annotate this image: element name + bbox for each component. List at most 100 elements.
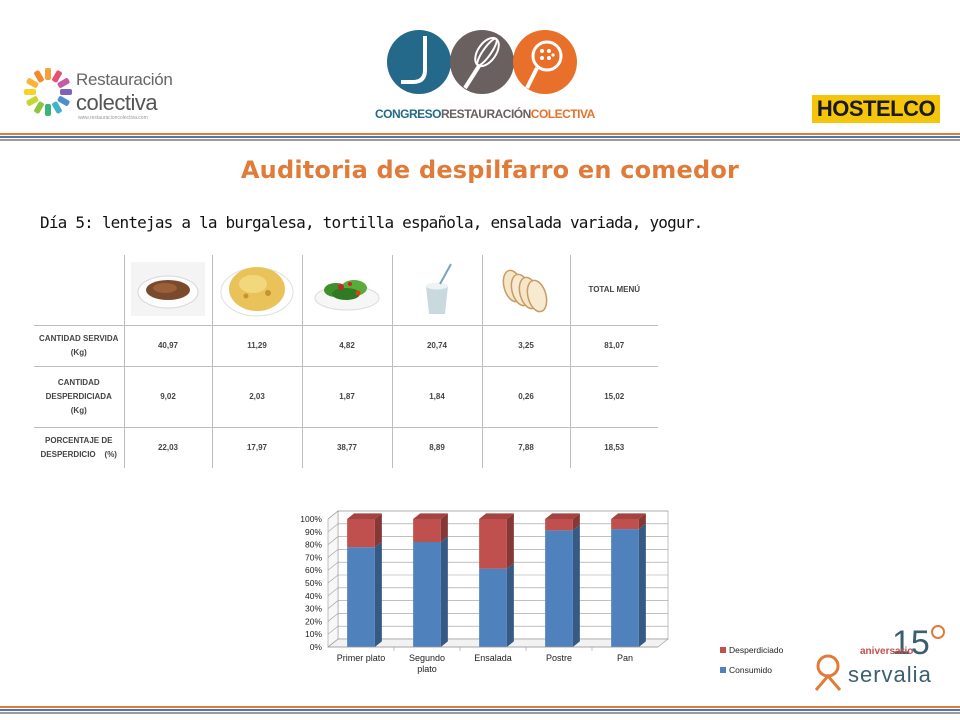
bar-segment-desperdiciado (413, 519, 441, 543)
x-tick-label: Primer plato (337, 653, 386, 663)
x-tick-label: Postre (546, 653, 572, 663)
bar-segment-desperdiciado (479, 519, 507, 569)
logo-text-line2: colectiva (76, 90, 158, 115)
anniversary-text: aniversario (860, 646, 913, 657)
waste-table: TOTAL MENÚ CANTIDAD SERVIDA (Kg) 40,97 11… (34, 255, 658, 468)
bar-top (347, 513, 382, 519)
table-row-percent: PORCENTAJE DE DESPERDICIO (%) 22,03 17,97… (34, 426, 658, 468)
bar-side-desperdiciado (440, 513, 448, 543)
table-cell: 7,88 (481, 426, 570, 468)
bread-icon (502, 269, 548, 313)
row-label-wasted: CANTIDAD DESPERDICIADA (Kg) (34, 365, 124, 428)
bar-top (611, 513, 646, 519)
row-label-served: CANTIDAD SERVIDA (Kg) (34, 324, 124, 367)
legend-swatch-desperdiciado (720, 647, 726, 653)
bar-segment-desperdiciado (347, 519, 375, 548)
bar-side-desperdiciado (572, 513, 580, 531)
salad-icon (314, 279, 380, 311)
dish-image-lentils (123, 255, 212, 325)
page-subtitle: Día 5: lentejas a la burgalesa, tortilla… (40, 213, 703, 232)
logo-text-line1: Restauración (76, 70, 173, 89)
bar-segment-consumido (545, 530, 573, 647)
table-cell-total: 18,53 (569, 426, 658, 468)
lentils-plate-icon (131, 261, 205, 316)
footer-divider (0, 706, 960, 716)
table-cell: 22,03 (123, 426, 212, 468)
bar-top (545, 513, 580, 519)
y-tick-label: 90% (305, 527, 322, 537)
bar-segment-desperdiciado (611, 519, 639, 530)
table-cell: 9,02 (123, 365, 212, 428)
table-cell: 20,74 (391, 324, 482, 367)
x-tick-label: Pan (617, 653, 633, 663)
gridline (327, 510, 668, 520)
dish-image-yogurt (391, 255, 482, 325)
hostelco-logo: HOSTELCO (812, 95, 940, 123)
y-tick-label: 10% (305, 629, 322, 639)
bar-side-consumido (374, 541, 382, 647)
page-title: Auditoria de despilfarro en comedor (240, 156, 740, 184)
bar-side-desperdiciado (374, 513, 382, 548)
bar-side-consumido (638, 523, 646, 647)
bar-side-consumido (572, 524, 580, 647)
table-cell: 0,26 (481, 365, 570, 428)
table-cell: 2,03 (211, 365, 302, 428)
table-row-served: CANTIDAD SERVIDA (Kg) 40,97 11,29 4,82 20… (34, 324, 658, 367)
dish-image-bread (481, 255, 570, 325)
table-cell: 17,97 (211, 426, 302, 468)
waste-stacked-bar-chart: 0% 10% 20% 30% 40% 50% 60% 70% 80% 90% 100% Primer … (300, 510, 784, 675)
y-tick-label: 100% (300, 514, 322, 524)
flower-logo-icon (24, 68, 72, 116)
servalia-15-aniversario-logo: 15 aniversario servalia (814, 624, 945, 691)
tortilla-icon (220, 266, 294, 317)
y-tick-label: 80% (305, 540, 322, 550)
dish-image-salad (301, 255, 392, 325)
table-cell: 40,97 (123, 324, 212, 367)
x-tick-label: Ensalada (474, 653, 512, 663)
table-cell-total: 81,07 (569, 324, 658, 367)
y-tick-label: 50% (305, 578, 322, 588)
bar-segment-consumido (413, 542, 441, 647)
table-cell: 38,77 (301, 426, 392, 468)
congreso-circles-icon (387, 30, 577, 94)
y-tick-label: 60% (305, 565, 322, 575)
bar-side-desperdiciado (506, 513, 514, 569)
bar-top (479, 513, 514, 519)
table-cell: 3,25 (481, 324, 570, 367)
bar-side-desperdiciado (638, 513, 646, 530)
congreso-logo: CONGRESORESTAURACIÓNCOLECTIVA (370, 30, 600, 130)
yogurt-icon (426, 263, 452, 314)
y-tick-label: 0% (310, 642, 323, 652)
header-divider (0, 133, 960, 143)
bar-segment-consumido (479, 568, 507, 647)
legend-label-consumido: Consumido (729, 665, 772, 675)
hostelco-text: HOSTELCO (816, 96, 936, 121)
congreso-text: CONGRESORESTAURACIÓNCOLECTIVA (375, 107, 595, 121)
x-tick-label: Segundo plato (409, 653, 445, 674)
table-row-wasted: CANTIDAD DESPERDICIADA (Kg) 9,02 2,03 1,87… (34, 365, 658, 428)
table-cell: 1,84 (391, 365, 482, 428)
legend-label-desperdiciado: Desperdiciado (729, 645, 784, 655)
total-menu-header: TOTAL MENÚ (569, 255, 658, 325)
bar-side-consumido (506, 563, 514, 647)
y-tick-label: 30% (305, 604, 322, 614)
legend-swatch-consumido (720, 667, 726, 673)
bar-segment-desperdiciado (545, 519, 573, 531)
logo-url: www.restauracioncolectiva.com (78, 115, 148, 121)
y-tick-label: 40% (305, 591, 322, 601)
y-tick-label: 70% (305, 552, 322, 562)
table-cell-total: 15,02 (569, 365, 658, 428)
table-corner (34, 255, 124, 325)
table-cell: 11,29 (211, 324, 302, 367)
y-tick-label: 20% (305, 616, 322, 626)
dish-image-tortilla (211, 255, 302, 325)
servalia-text: servalia (848, 662, 932, 687)
bar-top (413, 513, 448, 519)
bar-segment-consumido (611, 529, 639, 647)
restauracion-colectiva-logo: Restauración colectiva www.restauracionc… (18, 62, 178, 126)
table-cell: 1,87 (301, 365, 392, 428)
anniversary-number: 15 (892, 624, 930, 662)
bar-segment-consumido (347, 547, 375, 647)
table-cell: 4,82 (301, 324, 392, 367)
bar-side-consumido (440, 536, 448, 647)
